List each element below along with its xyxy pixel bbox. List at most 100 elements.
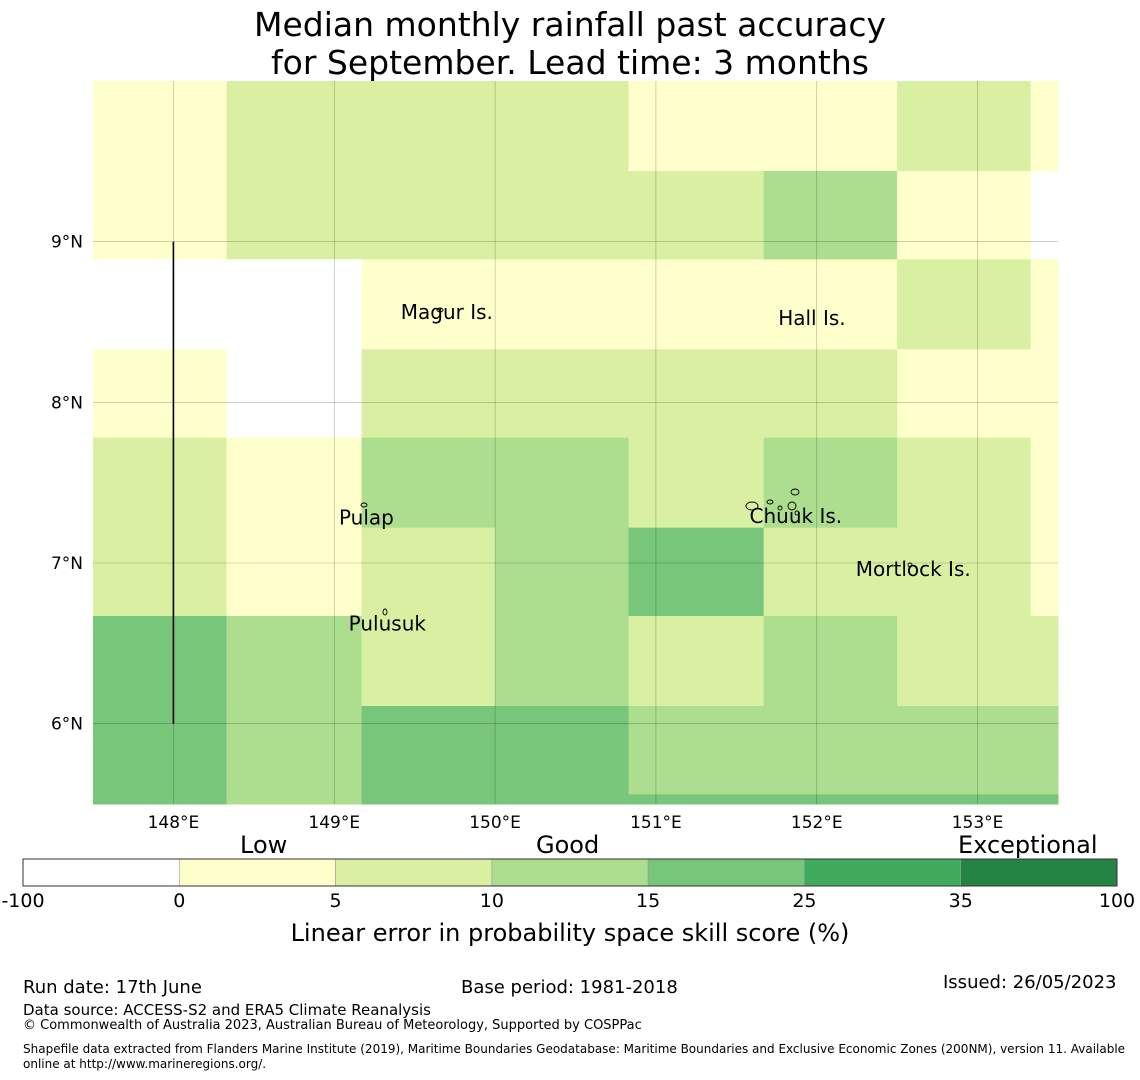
map-axis-labels: 148°E 149°E 150°E 151°E 152°E 153°E 9°N 8°N 7°N 6… [51, 233, 1003, 833]
island-outline [777, 505, 783, 511]
grid-cell [495, 616, 630, 707]
grid-cell [226, 794, 363, 805]
grid-cell [1030, 527, 1059, 617]
grid-cell [628, 794, 765, 805]
grid-cell [495, 349, 630, 439]
grid-cell [93, 81, 227, 172]
colorbar-tick-label: 100 [1098, 890, 1136, 912]
grid-cell [763, 437, 898, 529]
grid-cell [361, 170, 496, 260]
grid-cell [226, 616, 363, 707]
island-outline [382, 608, 388, 616]
colorbar-bin [960, 858, 1118, 887]
colorbar-bin [804, 858, 962, 887]
grid-cell [1030, 349, 1059, 439]
colorbar-tick-label: 5 [329, 890, 342, 912]
colorbar [22, 858, 1118, 887]
grid-cell [361, 527, 496, 617]
grid-cell [1030, 81, 1059, 172]
grid-cell [93, 349, 227, 439]
base-period: Base period: 1981-2018 [461, 977, 678, 998]
colorbar-category-good: Good [536, 831, 600, 859]
grid-cell [628, 259, 765, 350]
grid-cell [763, 705, 898, 795]
grid-cell [897, 170, 1032, 260]
grid-cell [763, 527, 898, 617]
island-outline [745, 501, 759, 511]
grid-cell [763, 170, 898, 260]
grid-cell [897, 259, 1032, 350]
grid-cell [763, 616, 898, 707]
lat-tick-label: 7°N [51, 554, 83, 574]
grid-cell [495, 259, 630, 350]
grid-cell [1030, 170, 1059, 260]
grid-cell [93, 616, 227, 707]
island-outline [907, 562, 913, 568]
colorbar-bin [335, 858, 493, 887]
island-outlines [360, 307, 913, 616]
grid-cell [495, 170, 630, 260]
lon-tick-label: 152°E [791, 813, 843, 833]
grid-cell [628, 705, 765, 795]
map-gridlines [93, 81, 1058, 804]
colorbar-frame [22, 858, 1118, 887]
grid-cell [628, 616, 765, 707]
colorbar-tick-label: 10 [479, 890, 504, 912]
grid-cell [361, 259, 496, 350]
colorbar-axis-label: Linear error in probability space skill … [290, 919, 850, 947]
grid-cell [628, 81, 765, 172]
grid-cell [628, 349, 765, 439]
island-outline [360, 502, 368, 508]
lon-tick-label: 150°E [469, 813, 521, 833]
lat-tick-label: 6°N [51, 715, 83, 735]
colorbar-tick-label: 15 [636, 890, 661, 912]
grid-cell [495, 527, 630, 617]
lon-tick-label: 153°E [952, 813, 1004, 833]
grid-cell [495, 794, 630, 805]
lat-tick-label: 9°N [51, 233, 83, 253]
grid-cell [628, 527, 765, 617]
grid-cell [495, 437, 630, 529]
grid-cell [1030, 616, 1059, 707]
grid-cell [93, 437, 227, 529]
grid-cell [763, 259, 898, 350]
shapefile-credit-line-2: online at http://www.marineregions.org/. [23, 1057, 267, 1071]
grid-cell [1030, 259, 1059, 350]
island-outline [794, 510, 800, 516]
grid-cell [361, 616, 496, 707]
colorbar-tick-label: 35 [948, 890, 973, 912]
island-outline [436, 307, 444, 313]
shapefile-credit-line-1: Shapefile data extracted from Flanders M… [23, 1042, 1126, 1056]
grid-cell [897, 794, 1032, 805]
lat-tick-label: 8°N [51, 393, 83, 413]
grid-cell [93, 794, 227, 805]
grid-cell [897, 349, 1032, 439]
issued-date: Issued: 26/05/2023 [943, 972, 1117, 993]
grid-cell [226, 81, 363, 172]
grid-cell [226, 259, 363, 350]
grid-cell [226, 527, 363, 617]
colorbar-bin [22, 858, 180, 887]
skill-grid [93, 81, 1059, 805]
grid-cell [897, 437, 1032, 529]
lon-tick-label: 149°E [308, 813, 360, 833]
grid-cell [628, 437, 765, 529]
island-outline [766, 499, 774, 505]
lon-tick-label: 151°E [630, 813, 682, 833]
grid-cell [897, 616, 1032, 707]
place-label: Pulap [339, 505, 394, 529]
grid-cell [628, 170, 765, 260]
grid-cell [897, 527, 1032, 617]
grid-cell [495, 81, 630, 172]
grid-cell [361, 705, 496, 795]
grid-cell [897, 81, 1032, 172]
lon-tick-label: 148°E [148, 813, 200, 833]
grid-cell [897, 705, 1032, 795]
run-date: Run date: 17th June [23, 977, 202, 998]
colorbar-category-exceptional: Exceptional [958, 831, 1098, 859]
grid-cell [93, 259, 227, 350]
grid-cell [1030, 794, 1059, 805]
place-label: Mortlock Is. [856, 557, 971, 581]
colorbar-bin [178, 858, 336, 887]
